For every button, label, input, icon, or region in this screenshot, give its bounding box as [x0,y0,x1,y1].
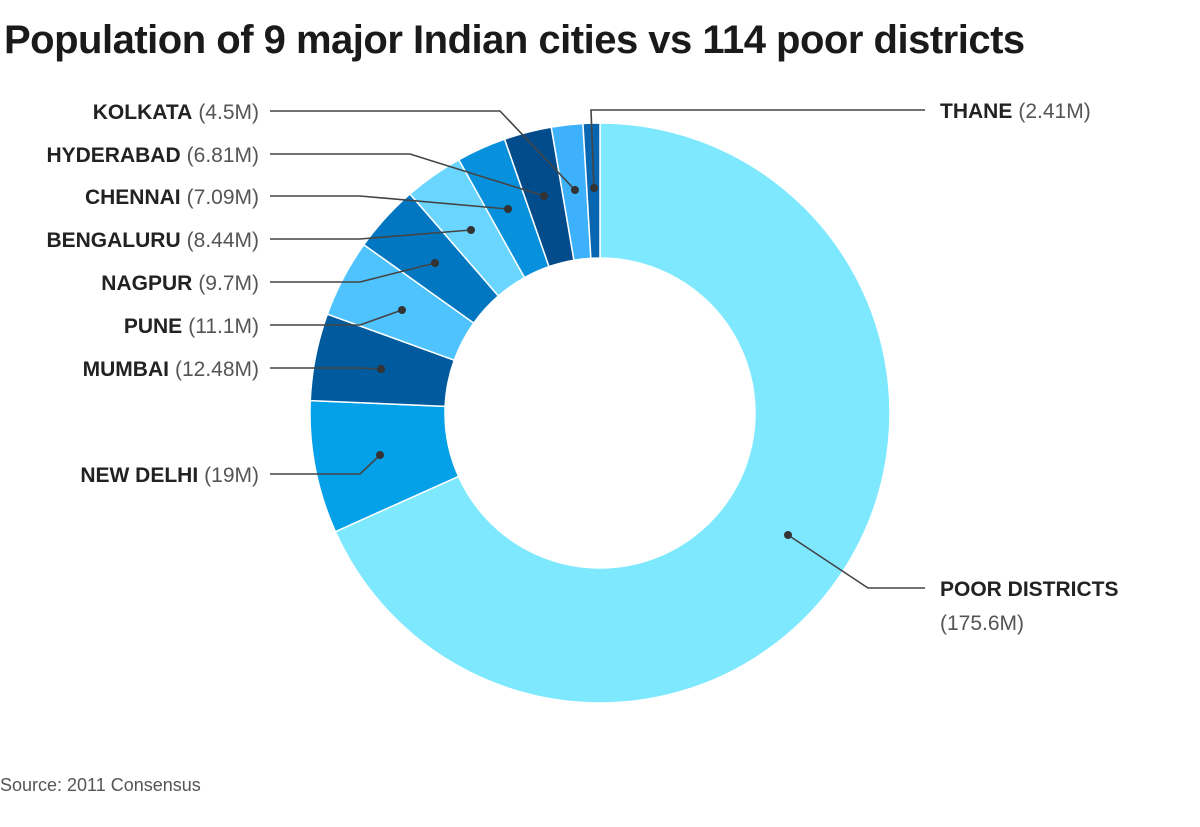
label-value-hyderabad: (6.81M) [187,144,259,167]
leader-line-chennai [270,195,509,210]
leader-dot-pune [398,306,406,314]
leader-dot-thane [590,184,598,192]
label-name-new-delhi: NEW DELHI [80,464,198,487]
label-name-hyderabad: HYDERABAD [46,144,180,167]
label-name-chennai: CHENNAI [85,186,181,209]
label-value-thane: (2.41M) [1018,100,1090,123]
label-name-pune: PUNE [124,315,182,338]
leader-line-mumbai [270,367,382,370]
leader-dot-nagpur [431,259,439,267]
label-name-kolkata: KOLKATA [93,101,193,124]
source-note: Source: 2011 Consensus [0,775,201,795]
leader-dot-chennai [504,205,512,213]
leader-line-thane [590,109,925,189]
label-value-nagpur: (9.7M) [198,272,259,295]
label-value-chennai: (7.09M) [187,186,259,209]
label-value-poor-districts: (175.6M) [940,612,1024,635]
label-name-nagpur: NAGPUR [101,272,192,295]
slices-group [309,122,891,704]
leader-line-nagpur [270,262,436,283]
slice-poor-districts [334,122,891,704]
label-value-kolkata: (4.5M) [198,101,259,124]
label-value-bengaluru: (8.44M) [187,229,259,252]
labels-group: POOR DISTRICTS (175.6M) NEW DELHI (19M) MUMB… [46,100,1118,635]
label-value-mumbai: (12.48M) [175,358,259,381]
label-value-new-delhi: (19M) [204,464,259,487]
leader-dot-bengaluru [467,226,475,234]
label-value-pune: (11.1M) [188,315,259,338]
label-name-bengaluru: BENGALURU [46,229,180,252]
leader-line-kolkata [270,110,576,191]
leader-line-pune [270,309,403,326]
leader-dot-hyderabad [540,192,548,200]
chart-title: Population of 9 major Indian cities vs 1… [4,18,1025,62]
leader-line-bengaluru [270,229,472,240]
leader-dot-kolkata [571,186,579,194]
label-name-poor-districts: POOR DISTRICTS [940,578,1119,601]
leaders-group [270,109,925,589]
leader-dot-poor-districts [784,531,792,539]
label-name-mumbai: MUMBAI [83,358,169,381]
leader-dot-mumbai [377,365,385,373]
leader-dot-new-delhi [376,451,384,459]
leader-line-new-delhi [270,454,381,475]
label-name-thane: THANE [940,100,1012,123]
leader-line-poor-districts [787,534,925,589]
leader-line-hyderabad [270,153,545,197]
